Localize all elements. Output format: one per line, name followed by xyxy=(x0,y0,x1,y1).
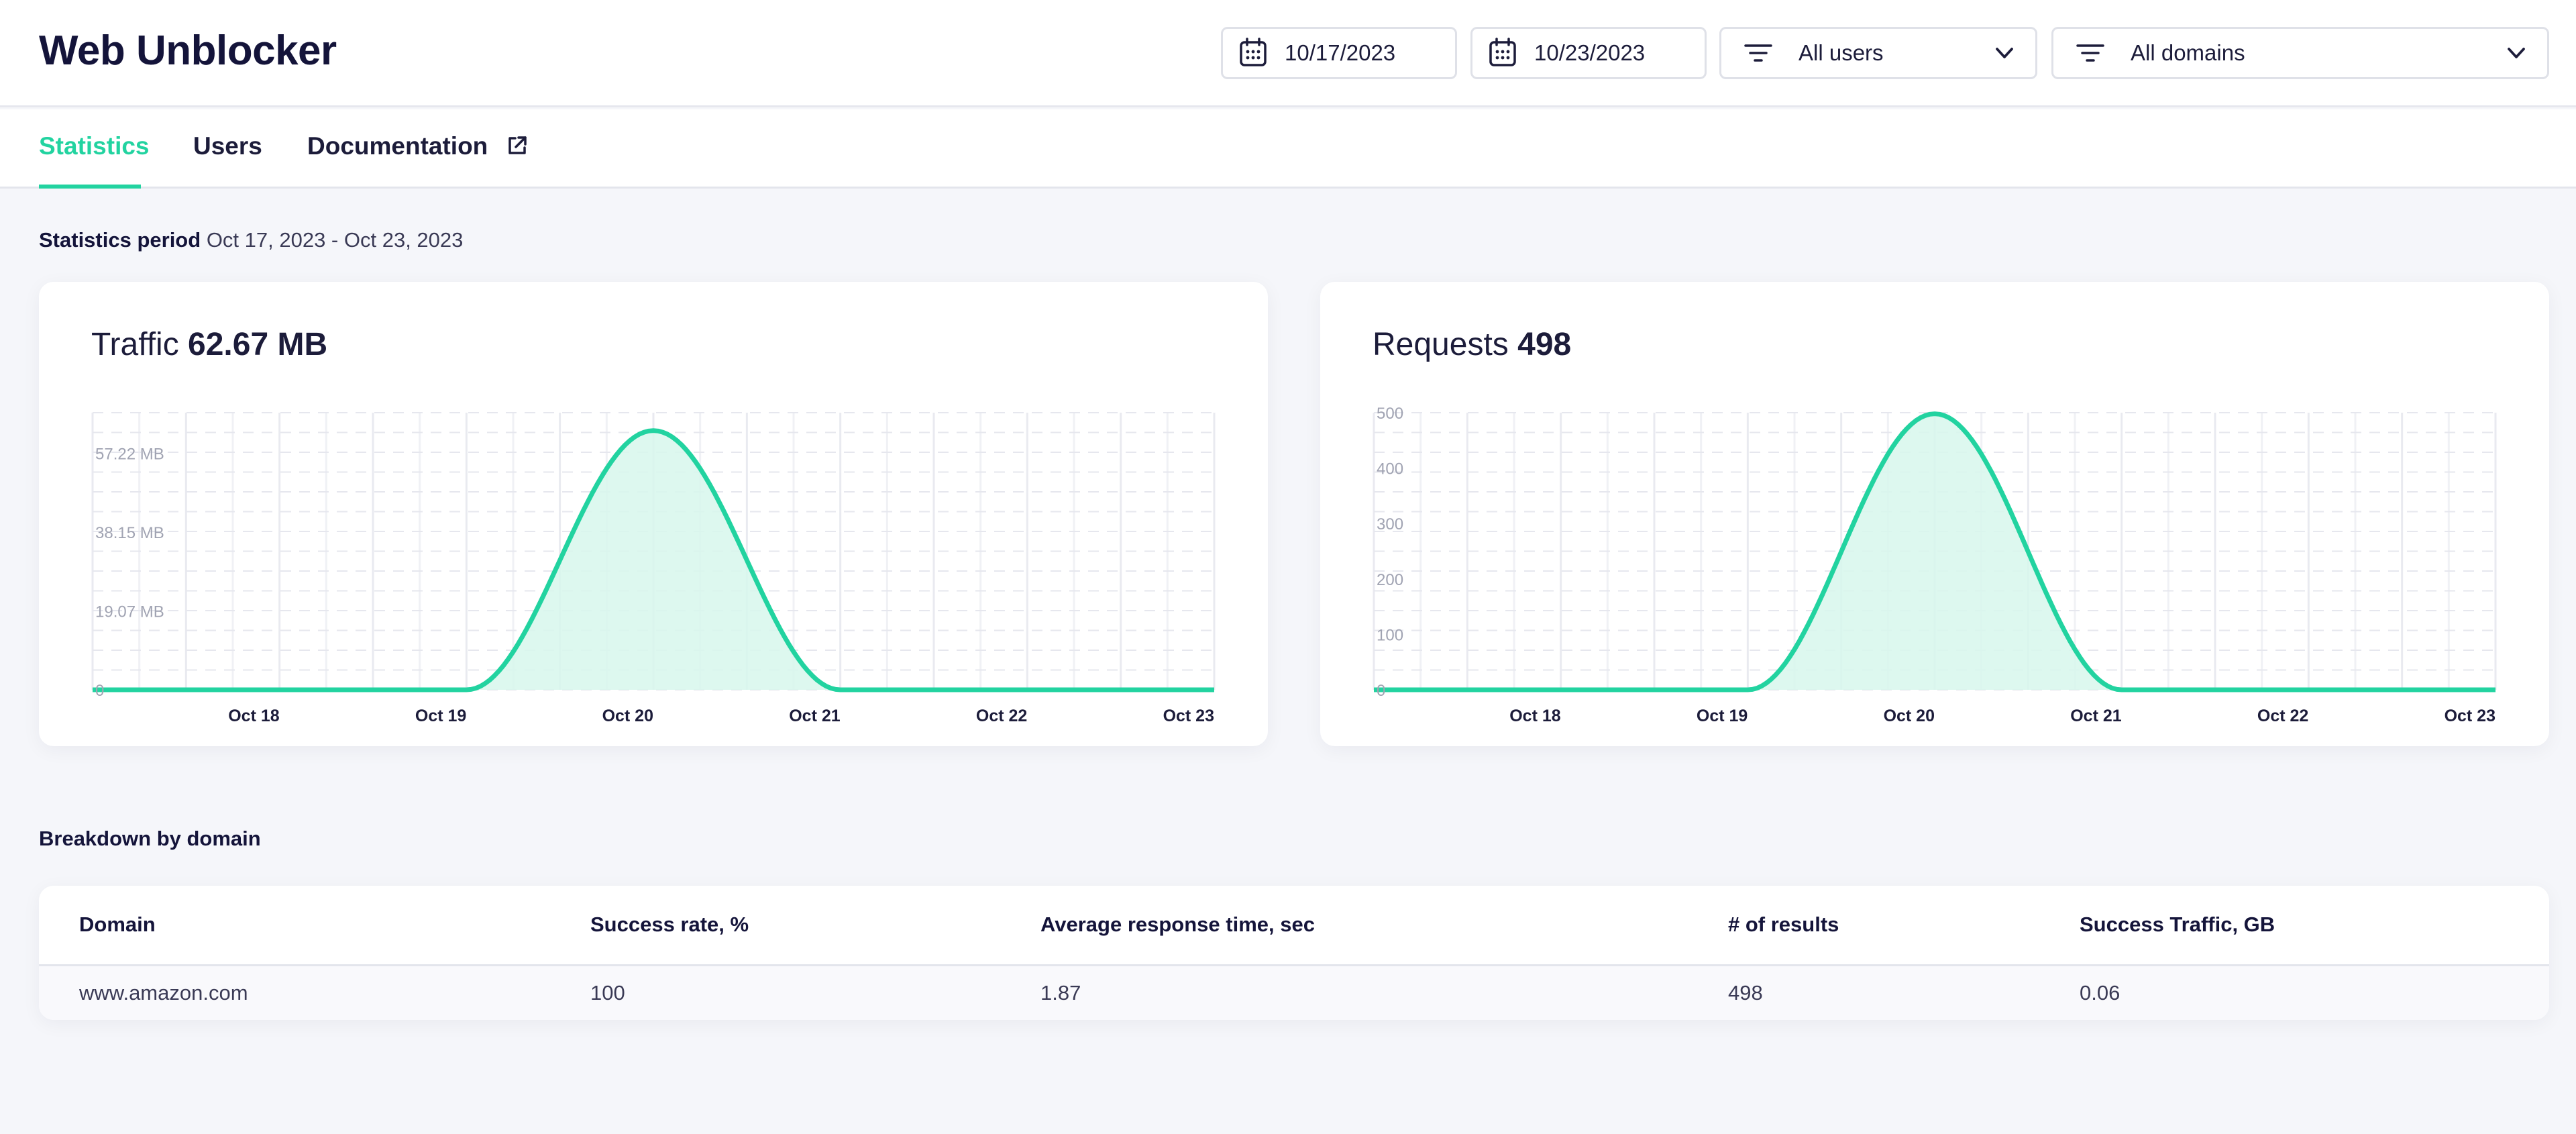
x-tick-label: Oct 23 xyxy=(2445,707,2496,725)
tab-users[interactable]: Users xyxy=(193,132,262,189)
date-from-picker[interactable]: 10/17/2023 xyxy=(1221,27,1457,79)
series-area xyxy=(1374,413,2496,690)
filter-icon xyxy=(1744,44,1772,62)
y-tick-label: 400 xyxy=(1377,460,1403,478)
y-tick-label: 0 xyxy=(1377,682,1385,700)
series-area xyxy=(93,430,1214,690)
cell-success-rate: 100 xyxy=(590,981,625,1004)
tab-documentation-label: Documentation xyxy=(307,132,488,160)
domains-filter-select[interactable]: All domains xyxy=(2051,27,2549,79)
traffic-label: Traffic xyxy=(91,327,179,362)
x-tick-label: Oct 23 xyxy=(1163,707,1214,725)
table-row[interactable]: www.amazon.com 100 1.87 498 0.06 xyxy=(39,966,2549,1020)
breakdown-title: Breakdown by domain xyxy=(39,827,261,850)
traffic-card: Traffic 62.67 MB 0 19.07 MB 38.15 MB 57.22 … xyxy=(39,282,1268,746)
statistics-period-label: Statistics period xyxy=(39,228,201,252)
x-tick-label: Oct 22 xyxy=(976,707,1027,725)
statistics-period-value: Oct 17, 2023 - Oct 23, 2023 xyxy=(206,228,464,252)
chevron-down-icon xyxy=(1996,48,2013,58)
domains-filter-value: All domains xyxy=(2131,40,2245,65)
cell-domain: www.amazon.com xyxy=(79,981,248,1004)
top-header: Web Unblocker 10/17/2023 10/23/2023 All … xyxy=(0,0,2576,107)
requests-label: Requests xyxy=(1373,327,1509,362)
app-title: Web Unblocker xyxy=(39,28,337,74)
column-header[interactable]: Success Traffic, GB xyxy=(2080,913,2275,936)
requests-title: Requests 498 xyxy=(1373,326,1571,363)
x-tick-label: Oct 22 xyxy=(2257,707,2308,725)
tab-documentation[interactable]: Documentation xyxy=(307,132,529,189)
x-tick-label: Oct 19 xyxy=(415,707,466,725)
cell-avg-response-time: 1.87 xyxy=(1040,981,1081,1004)
traffic-value: 62.67 MB xyxy=(188,327,328,362)
y-tick-label: 100 xyxy=(1377,626,1403,644)
date-to-value: 10/23/2023 xyxy=(1534,40,1646,65)
column-header[interactable]: Success rate, % xyxy=(590,913,749,936)
tab-users-label: Users xyxy=(193,132,262,160)
table-header: Domain Success rate, % Average response … xyxy=(39,886,2549,966)
column-header[interactable]: Average response time, sec xyxy=(1040,913,1315,936)
tab-bar: Statistics Users Documentation xyxy=(0,109,2576,189)
y-tick-label: 300 xyxy=(1377,515,1403,533)
column-header[interactable]: # of results xyxy=(1728,913,1839,936)
traffic-title: Traffic 62.67 MB xyxy=(91,326,327,363)
filter-icon xyxy=(2076,44,2104,62)
x-tick-label: Oct 21 xyxy=(789,707,841,725)
x-tick-label: Oct 21 xyxy=(2070,707,2122,725)
y-tick-label: 500 xyxy=(1377,405,1403,423)
chevron-down-icon xyxy=(2508,48,2525,58)
requests-card: Requests 498 0 100 200 300 400 500 Oct 18 Oct 1… xyxy=(1320,282,2549,746)
tab-statistics[interactable]: Statistics xyxy=(39,132,150,189)
series-line xyxy=(1374,411,2496,692)
requests-value: 498 xyxy=(1517,327,1572,362)
requests-chart: 0 100 200 300 400 500 Oct 18 Oct 19 Oct 20 Oct 21… xyxy=(1373,405,2497,725)
x-tick-label: Oct 19 xyxy=(1697,707,1748,725)
y-tick-label: 19.07 MB xyxy=(95,603,164,621)
tab-statistics-label: Statistics xyxy=(39,132,150,160)
x-tick-label: Oct 18 xyxy=(1509,707,1561,725)
y-tick-label: 200 xyxy=(1377,571,1403,589)
date-from-value: 10/17/2023 xyxy=(1285,40,1396,65)
x-tick-label: Oct 20 xyxy=(1884,707,1935,725)
cell-results-count: 498 xyxy=(1728,981,1763,1004)
external-link-icon xyxy=(508,136,527,154)
users-filter-value: All users xyxy=(1799,40,1884,65)
calendar-icon xyxy=(1489,38,1516,66)
statistics-period: Statistics period Oct 17, 2023 - Oct 23,… xyxy=(39,228,463,252)
y-tick-label: 57.22 MB xyxy=(95,445,164,463)
x-tick-label: Oct 18 xyxy=(228,707,280,725)
column-header[interactable]: Domain xyxy=(79,913,156,936)
cell-success-traffic: 0.06 xyxy=(2080,981,2121,1004)
series-line xyxy=(93,428,1214,692)
y-tick-label: 38.15 MB xyxy=(95,524,164,542)
date-to-picker[interactable]: 10/23/2023 xyxy=(1470,27,1707,79)
x-tick-label: Oct 20 xyxy=(602,707,653,725)
users-filter-select[interactable]: All users xyxy=(1719,27,2037,79)
calendar-icon xyxy=(1240,38,1267,66)
traffic-chart: 0 19.07 MB 38.15 MB 57.22 MB Oct 18 Oct 19 Oct… xyxy=(91,412,1216,725)
y-tick-label: 0 xyxy=(95,682,104,700)
breakdown-table: Domain Success rate, % Average response … xyxy=(39,886,2549,1020)
